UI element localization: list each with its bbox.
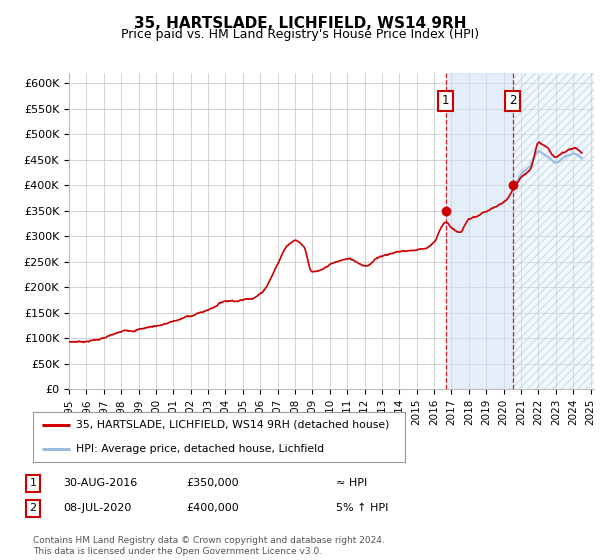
Text: ≈ HPI: ≈ HPI (336, 478, 367, 488)
Text: 35, HARTSLADE, LICHFIELD, WS14 9RH: 35, HARTSLADE, LICHFIELD, WS14 9RH (134, 16, 466, 31)
Text: £350,000: £350,000 (186, 478, 239, 488)
Text: £400,000: £400,000 (186, 503, 239, 514)
Text: 2: 2 (509, 95, 517, 108)
Text: 30-AUG-2016: 30-AUG-2016 (63, 478, 137, 488)
Text: Price paid vs. HM Land Registry's House Price Index (HPI): Price paid vs. HM Land Registry's House … (121, 28, 479, 41)
Text: 08-JUL-2020: 08-JUL-2020 (63, 503, 131, 514)
Bar (446, 73, 512, 389)
Text: 5% ↑ HPI: 5% ↑ HPI (336, 503, 388, 514)
Text: 35, HARTSLADE, LICHFIELD, WS14 9RH (detached house): 35, HARTSLADE, LICHFIELD, WS14 9RH (deta… (76, 419, 389, 430)
Bar (512, 73, 594, 389)
Text: Contains HM Land Registry data © Crown copyright and database right 2024.
This d: Contains HM Land Registry data © Crown c… (33, 536, 385, 556)
Text: 1: 1 (29, 478, 37, 488)
Text: HPI: Average price, detached house, Lichfield: HPI: Average price, detached house, Lich… (76, 444, 324, 454)
Text: 1: 1 (442, 95, 449, 108)
Text: 2: 2 (29, 503, 37, 514)
